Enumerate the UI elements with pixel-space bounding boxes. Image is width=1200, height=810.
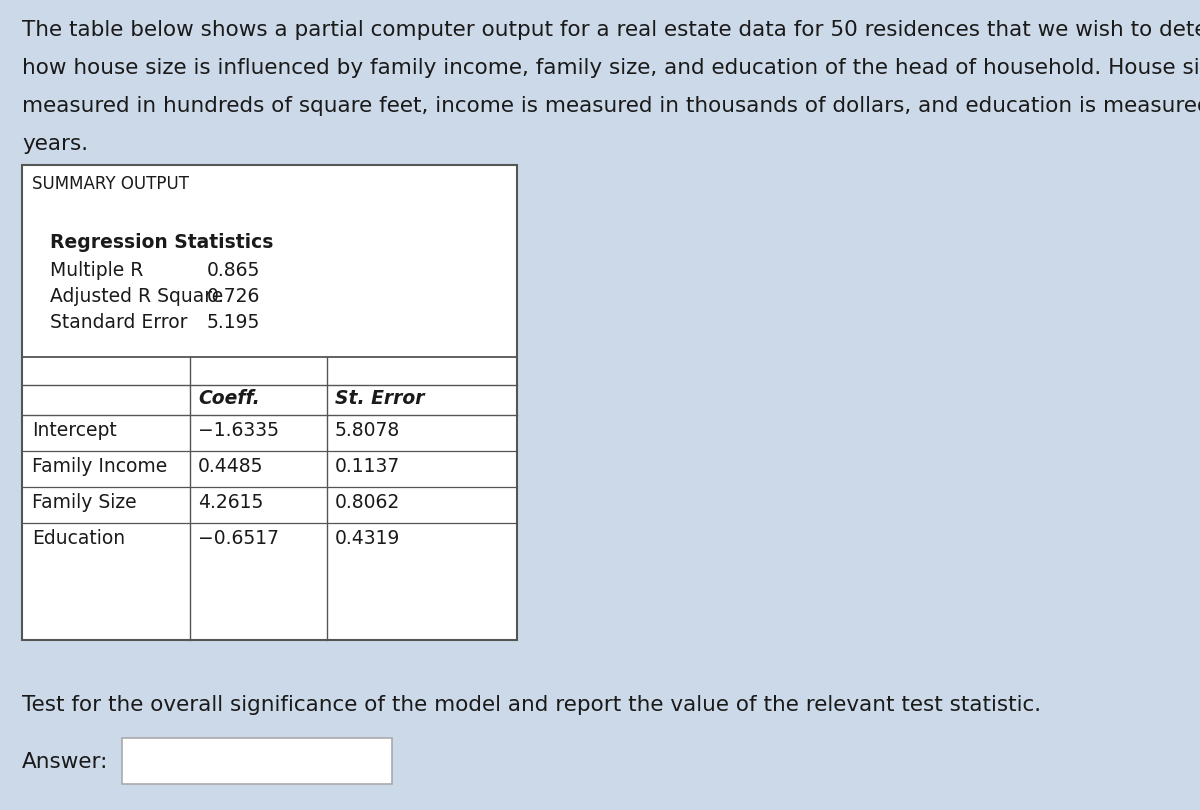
Text: Family Income: Family Income <box>32 457 167 476</box>
Text: 0.4319: 0.4319 <box>335 529 401 548</box>
Text: Standard Error: Standard Error <box>50 313 187 332</box>
Text: years.: years. <box>22 134 88 154</box>
Text: −1.6335: −1.6335 <box>198 421 278 440</box>
Text: Regression Statistics: Regression Statistics <box>50 233 274 252</box>
Text: −0.6517: −0.6517 <box>198 529 278 548</box>
Text: 0.865: 0.865 <box>208 261 260 280</box>
Text: 0.1137: 0.1137 <box>335 457 401 476</box>
Text: 0.726: 0.726 <box>208 287 260 306</box>
Text: measured in hundreds of square feet, income is measured in thousands of dollars,: measured in hundreds of square feet, inc… <box>22 96 1200 116</box>
Text: Intercept: Intercept <box>32 421 116 440</box>
Text: SUMMARY OUTPUT: SUMMARY OUTPUT <box>32 175 190 193</box>
Text: 0.4485: 0.4485 <box>198 457 264 476</box>
Text: The table below shows a partial computer output for a real estate data for 50 re: The table below shows a partial computer… <box>22 20 1200 40</box>
Text: Adjusted R Square: Adjusted R Square <box>50 287 223 306</box>
Text: Answer:: Answer: <box>22 752 108 772</box>
Text: Family Size: Family Size <box>32 493 137 512</box>
Text: St. Error: St. Error <box>335 389 425 408</box>
Text: how house size is influenced by family income, family size, and education of the: how house size is influenced by family i… <box>22 58 1200 78</box>
Text: Coeff.: Coeff. <box>198 389 259 408</box>
Bar <box>22 165 517 640</box>
Text: Education: Education <box>32 529 125 548</box>
Bar <box>122 738 392 784</box>
Text: 5.195: 5.195 <box>208 313 260 332</box>
Text: Test for the overall significance of the model and report the value of the relev: Test for the overall significance of the… <box>22 695 1042 715</box>
Text: 4.2615: 4.2615 <box>198 493 263 512</box>
Text: 5.8078: 5.8078 <box>335 421 401 440</box>
Text: Multiple R: Multiple R <box>50 261 143 280</box>
Text: 0.8062: 0.8062 <box>335 493 401 512</box>
